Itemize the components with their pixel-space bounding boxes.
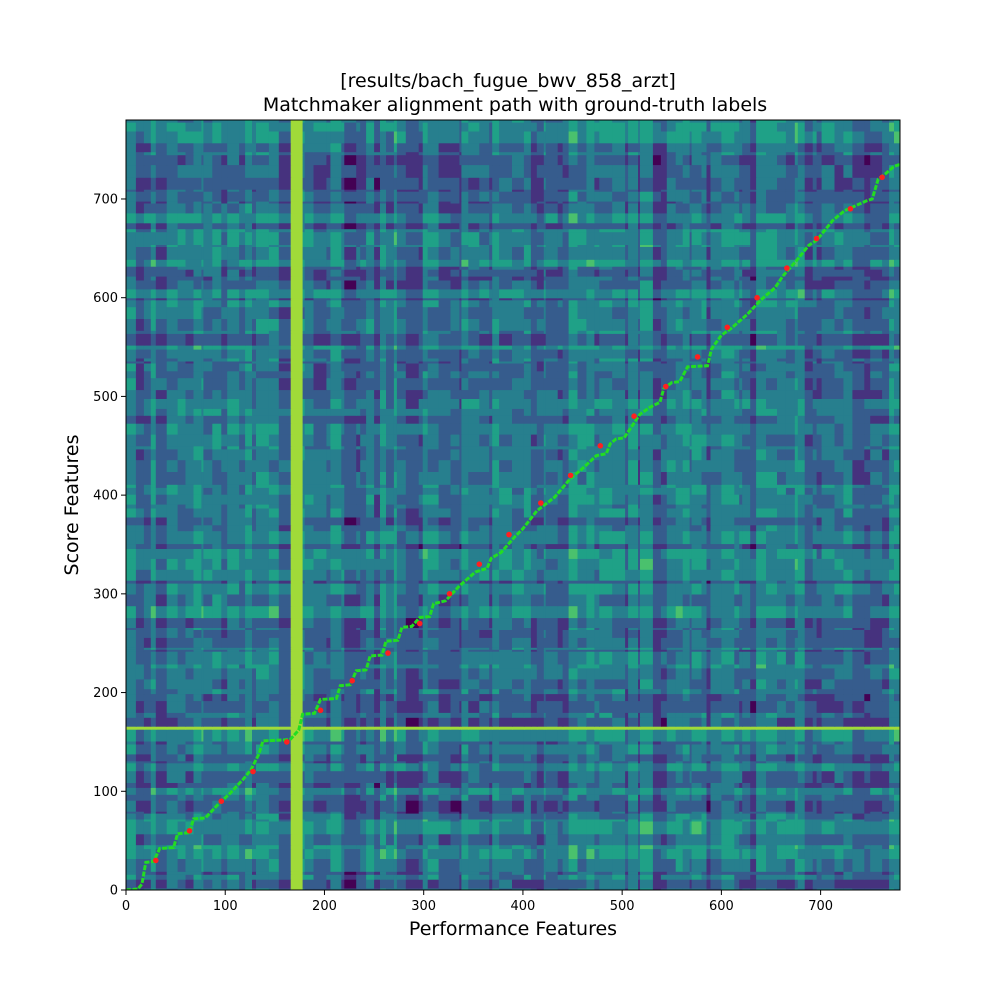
y-tick-label: 200 [93,686,118,701]
x-axis-ticks: 0 100 200 300 400 500 600 700 [122,890,833,914]
chart-title-line1: [results/bach_fugue_bwv_858_arzt] [340,70,676,92]
y-tick-label: 400 [93,489,118,504]
ground-truth-point [694,354,701,360]
ground-truth-point [446,591,453,597]
ground-truth-point [813,235,820,242]
ground-truth-point [317,707,324,714]
y-tick-label: 700 [93,192,118,207]
x-tick-label: 400 [511,899,536,914]
ground-truth-point [250,768,256,775]
y-tick-label: 100 [93,785,118,800]
ground-truth-point [538,500,544,506]
ground-truth-point [631,413,637,420]
x-tick-label: 500 [610,899,635,914]
ground-truth-point [186,828,193,834]
ground-truth-point [284,739,290,745]
ground-truth-point [724,324,731,331]
x-tick-label: 300 [411,899,436,914]
ground-truth-point [218,798,225,804]
cost-matrix-heatmap [126,120,900,890]
ground-truth-point [506,531,512,538]
ground-truth-labels [153,174,885,864]
y-tick-label: 600 [93,291,118,306]
ground-truth-point [597,443,604,449]
x-tick-label: 0 [122,899,130,914]
ground-truth-point [385,650,391,656]
x-tick-label: 700 [808,899,833,914]
ground-truth-point [416,620,423,627]
ground-truth-point [476,561,483,567]
x-tick-label: 600 [709,899,734,914]
y-tick-label: 300 [93,587,118,602]
y-axis-ticks: 0 100 200 300 400 500 600 700 [93,192,126,899]
y-tick-label: 500 [93,390,118,405]
ground-truth-point [567,472,574,479]
y-axis-label: Score Features [61,435,83,576]
y-tick-label: 0 [110,884,118,899]
chart-title-line2: Matchmaker alignment path with ground-tr… [263,94,767,116]
ground-truth-point [847,206,854,212]
ground-truth-point [663,383,669,390]
x-axis-label: Performance Features [409,918,617,940]
ground-truth-point [754,294,760,301]
alignment-path-line [126,162,900,890]
ground-truth-point [153,857,159,864]
x-tick-label: 100 [213,899,238,914]
ground-truth-point [784,265,790,271]
alignment-path [126,162,900,890]
x-tick-label: 200 [312,899,337,914]
ground-truth-point [879,174,885,181]
ground-truth-point [349,677,356,684]
plot-frame [125,119,901,891]
